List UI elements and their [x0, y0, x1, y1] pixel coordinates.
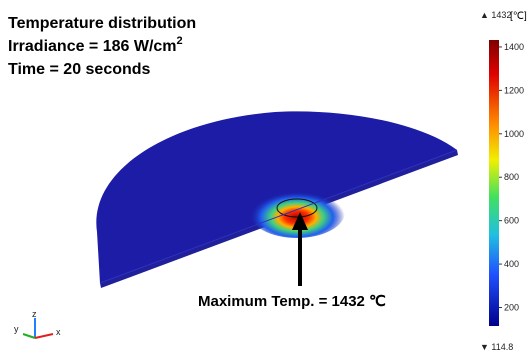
superscript: 2: [177, 35, 183, 47]
colorbar: [489, 40, 499, 326]
annotation: Maximum Temp. = 1432 ℃: [198, 293, 386, 310]
colorbar-tick-label: 600: [504, 216, 519, 226]
triad-axis: [35, 334, 53, 338]
hotspot: [249, 186, 345, 238]
triad-label: z: [32, 309, 37, 319]
title-line: Temperature distribution: [8, 15, 196, 32]
title-line: Time = 20 seconds: [8, 61, 151, 78]
colorbar-tick-label: 800: [504, 172, 519, 182]
figure: Temperature distribution Irradiance = 18…: [0, 0, 532, 356]
colorbar-max-value: 1432: [491, 10, 511, 20]
colorbar-tick-label: 1000: [504, 129, 524, 139]
triad-label: x: [56, 327, 61, 337]
colorbar-min: ▼ 114.8: [480, 342, 513, 352]
triad-label: y: [14, 324, 19, 334]
title-line: Irradiance = 186 W/cm2: [8, 35, 183, 55]
colorbar-tick-label: 1200: [504, 85, 524, 95]
colorbar-tick-label: 1400: [504, 42, 524, 52]
colorbar-max: ▲ 1432: [480, 10, 511, 20]
colorbar-tick-label: 200: [504, 303, 519, 313]
title-text: Irradiance = 186 W/cm: [8, 38, 177, 55]
axes-triad: z y x: [14, 309, 61, 338]
colorbar-tick-label: 400: [504, 259, 519, 269]
colorbar-min-value: 114.8: [491, 342, 513, 352]
triad-axis: [23, 334, 35, 338]
colorbar-unit: [℃]: [510, 11, 527, 22]
